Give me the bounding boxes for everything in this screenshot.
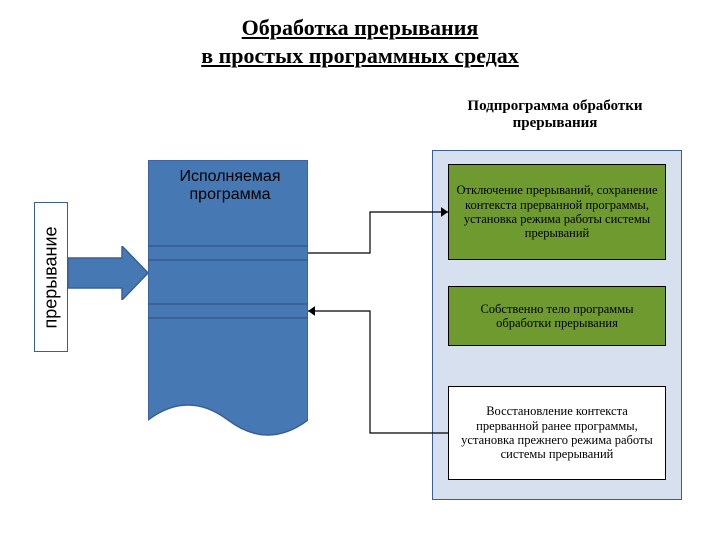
connector-lines: [0, 0, 720, 540]
